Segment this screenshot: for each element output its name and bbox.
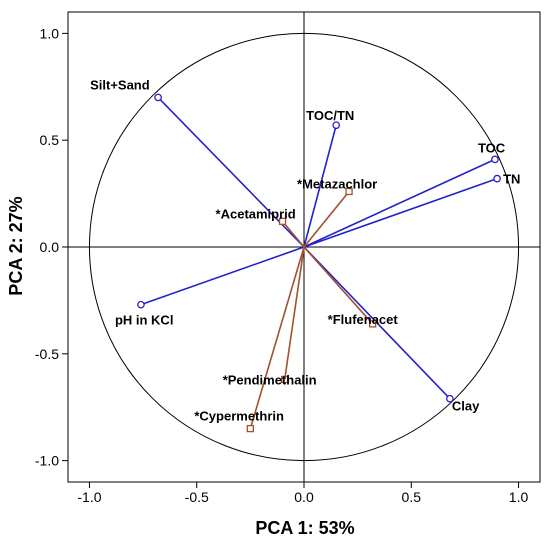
x-tick-label: -1.0 bbox=[77, 489, 101, 505]
x-axis-title: PCA 1: 53% bbox=[255, 518, 354, 538]
soil-point bbox=[154, 93, 162, 102]
y-tick-label: 0.5 bbox=[40, 132, 60, 148]
soil-point bbox=[491, 155, 499, 164]
variable-labels: Silt+Sand TOC/TN TOC TN pH in KCl Clay *Metaza… bbox=[90, 77, 520, 423]
y-tick-label: -0.5 bbox=[35, 346, 59, 362]
soil-vector bbox=[140, 246, 305, 306]
x-tick-label: -0.5 bbox=[185, 489, 209, 505]
soil-point bbox=[446, 394, 454, 403]
pesticide-point bbox=[246, 424, 255, 433]
soil-point bbox=[493, 174, 501, 183]
soil-label: TOC/TN bbox=[306, 108, 354, 123]
pesticide-vector bbox=[303, 246, 374, 325]
x-tick-label: 0.0 bbox=[294, 489, 314, 505]
y-tick-label: -1.0 bbox=[35, 453, 59, 469]
pesticide-point bbox=[281, 375, 289, 384]
pesticide-label: *Acetamiprid bbox=[216, 206, 296, 221]
axis-ticks: -1.0 -0.5 0.0 0.5 1.0 -1.0 -0.5 0.0 0.5 1.0 bbox=[35, 25, 529, 505]
x-tick-label: 0.5 bbox=[402, 489, 422, 505]
pesticide-vector bbox=[249, 246, 305, 429]
y-tick-label: 1.0 bbox=[40, 25, 60, 41]
soil-label: pH in KCl bbox=[115, 313, 174, 328]
pesticide-point bbox=[278, 217, 287, 226]
soil-label: TOC bbox=[478, 140, 506, 155]
loading-vectors bbox=[137, 93, 501, 433]
x-tick-label: 1.0 bbox=[509, 489, 529, 505]
pesticide-vector bbox=[303, 190, 350, 248]
pesticide-point bbox=[345, 187, 353, 196]
soil-vector bbox=[303, 246, 451, 400]
y-axis-title: PCA 2: 27% bbox=[6, 196, 26, 295]
pesticide-label: *Pendimethalin bbox=[223, 372, 317, 387]
soil-point bbox=[332, 121, 341, 130]
y-tick-label: 0.0 bbox=[40, 239, 60, 255]
soil-vector bbox=[303, 158, 496, 248]
soil-point bbox=[137, 300, 145, 309]
soil-vector bbox=[303, 125, 337, 248]
pesticide-label: *Cypermethrin bbox=[194, 409, 284, 424]
soil-label: TN bbox=[503, 172, 520, 187]
pesticide-point bbox=[369, 320, 377, 328]
soil-label: Clay bbox=[452, 399, 480, 414]
pesticide-vector bbox=[281, 220, 305, 248]
pesticide-label: *Flufenacet bbox=[328, 312, 399, 327]
pesticide-vector bbox=[283, 246, 305, 380]
soil-label: Silt+Sand bbox=[90, 77, 150, 92]
soil-vector bbox=[303, 177, 498, 248]
pesticide-label: *Metazachlor bbox=[297, 176, 377, 191]
